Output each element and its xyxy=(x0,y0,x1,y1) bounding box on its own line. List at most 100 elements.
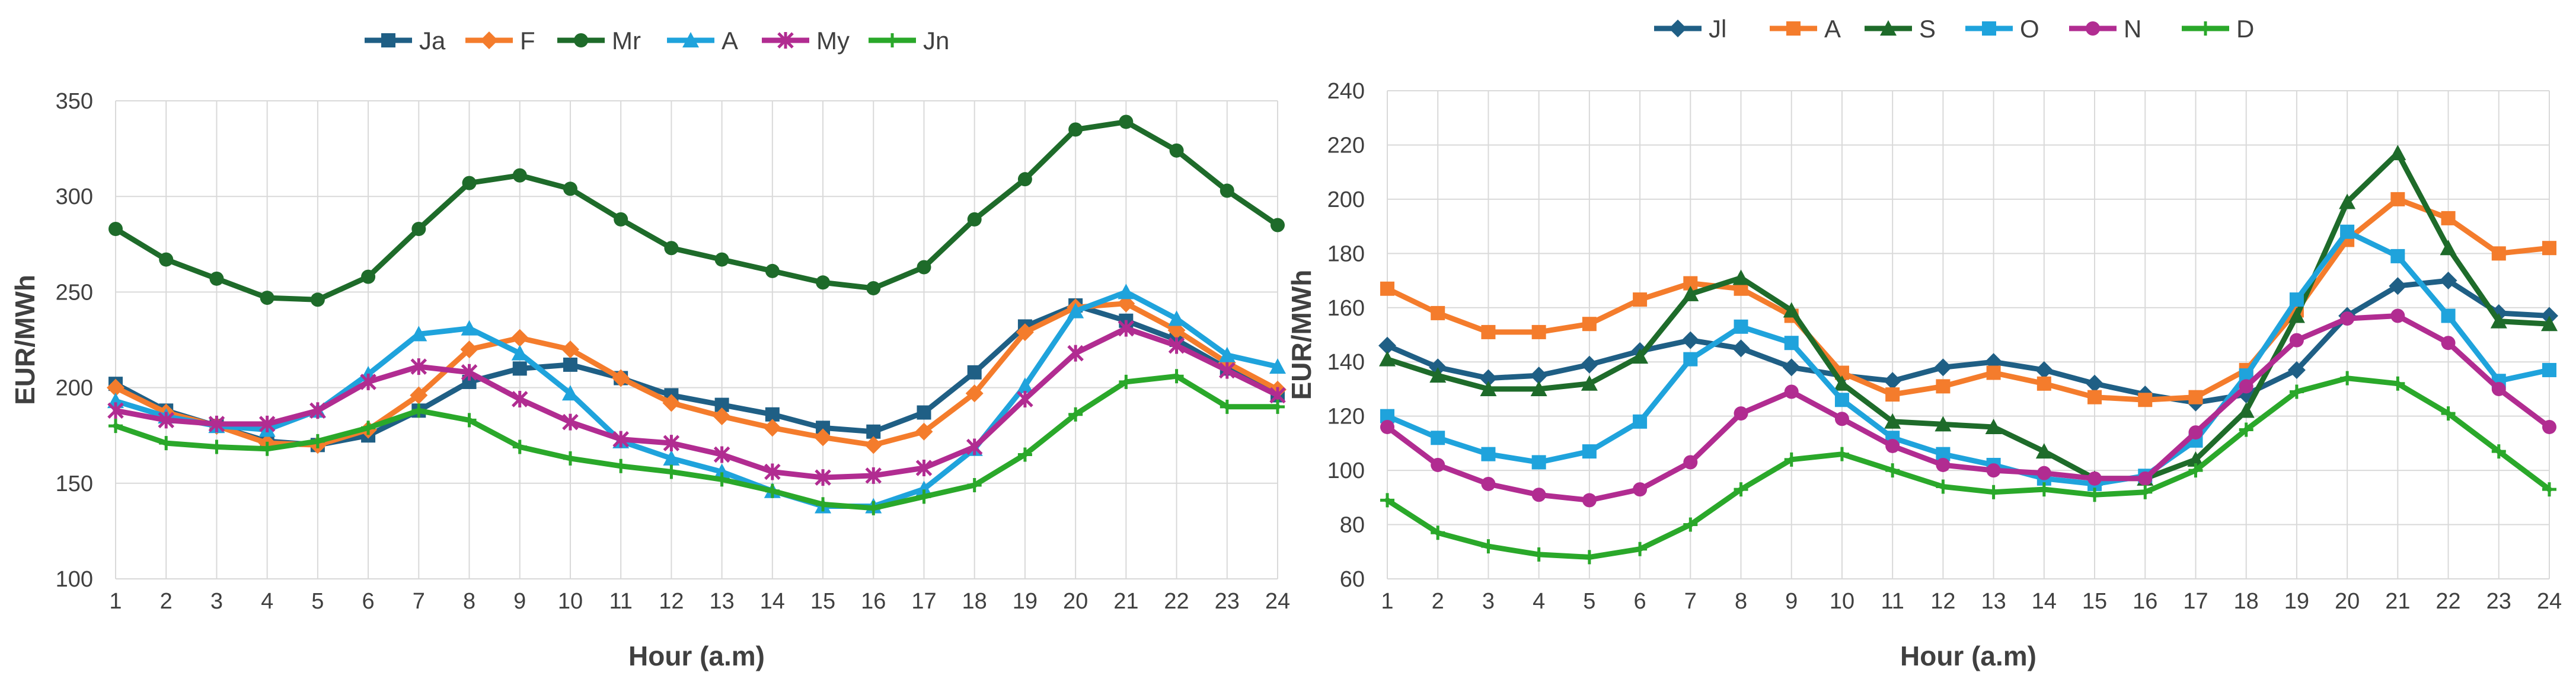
data-point xyxy=(1269,358,1286,374)
data-point xyxy=(1067,302,1084,318)
x-tick-label: 3 xyxy=(210,589,223,614)
data-point xyxy=(1119,114,1134,129)
data-point xyxy=(915,422,933,441)
data-point xyxy=(2339,193,2356,209)
data-point xyxy=(1016,377,1033,393)
series-line xyxy=(113,373,1281,511)
data-point xyxy=(714,252,729,267)
data-point xyxy=(1784,452,1799,467)
y-tick-label: 220 xyxy=(1327,133,1365,158)
data-point xyxy=(411,222,426,237)
y-tick-label: 250 xyxy=(56,280,93,305)
x-tick-label: 18 xyxy=(2234,589,2259,614)
x-tick-label: 13 xyxy=(1981,589,2006,614)
data-point xyxy=(107,393,124,409)
legend-label: Ja xyxy=(419,27,446,55)
data-point xyxy=(511,345,528,361)
data-point xyxy=(1734,482,1748,497)
data-point xyxy=(1219,362,1236,379)
data-point xyxy=(1580,355,1598,374)
data-point xyxy=(1582,550,1597,565)
data-point xyxy=(966,438,983,456)
series-ja xyxy=(108,298,1285,453)
legend-item: Mr xyxy=(557,27,641,55)
x-tick-label: 16 xyxy=(861,589,886,614)
x-tick-label: 10 xyxy=(1830,589,1854,614)
legend-item: S xyxy=(1865,15,1936,43)
data-point xyxy=(2188,463,2203,478)
data-point xyxy=(917,260,931,275)
data-point xyxy=(2390,376,2405,391)
data-point xyxy=(108,222,123,237)
data-point xyxy=(866,281,881,295)
series-jl xyxy=(1378,272,2558,412)
data-point xyxy=(2390,192,2405,206)
data-point xyxy=(1582,493,1597,508)
legend-item: Ja xyxy=(365,27,446,55)
data-point xyxy=(2237,402,2255,418)
data-point xyxy=(1633,482,1648,497)
data-point xyxy=(107,402,124,419)
legend-marker xyxy=(777,32,794,49)
y-tick-label: 140 xyxy=(1327,350,1365,375)
data-point xyxy=(1683,517,1698,532)
data-point xyxy=(2441,406,2456,421)
legend-label: Mr xyxy=(612,27,641,55)
data-point xyxy=(1169,143,1184,158)
x-tick-label: 24 xyxy=(2537,589,2562,614)
data-point xyxy=(1220,399,1234,414)
legend-marker xyxy=(480,31,498,49)
data-point xyxy=(1016,323,1034,342)
data-point xyxy=(2439,272,2457,290)
data-point xyxy=(512,361,527,376)
data-point xyxy=(1118,284,1135,300)
data-point xyxy=(361,269,376,284)
data-point xyxy=(1168,310,1185,326)
data-point xyxy=(563,357,577,372)
y-tick-label: 300 xyxy=(56,184,93,209)
data-point xyxy=(2188,425,2203,440)
data-point xyxy=(2441,211,2456,225)
data-point xyxy=(1068,122,1083,137)
legend-item: N xyxy=(2069,15,2141,43)
data-point xyxy=(1531,455,1546,470)
data-point xyxy=(713,446,730,463)
data-point xyxy=(1531,547,1546,562)
legend-item: F xyxy=(465,27,535,55)
data-point xyxy=(2138,485,2153,499)
x-tick-label: 13 xyxy=(709,589,734,614)
data-point xyxy=(1633,292,1648,307)
data-point xyxy=(462,176,477,190)
series-jn xyxy=(108,369,1285,515)
data-point xyxy=(1935,416,1952,432)
data-point xyxy=(1378,336,1396,355)
legend-item: O xyxy=(1965,15,2039,43)
x-tick-label: 1 xyxy=(109,589,122,614)
data-point xyxy=(967,365,982,380)
data-point xyxy=(209,439,224,454)
data-point xyxy=(1784,336,1799,351)
data-point xyxy=(917,405,931,420)
data-point xyxy=(108,419,123,434)
data-point xyxy=(2542,241,2556,256)
x-tick-label: 4 xyxy=(1533,589,1545,614)
x-tick-label: 14 xyxy=(760,589,785,614)
legend-item: Jn xyxy=(869,27,949,55)
data-point xyxy=(763,419,781,437)
data-point xyxy=(258,415,276,432)
x-tick-label: 4 xyxy=(261,589,273,614)
data-point xyxy=(917,489,931,504)
data-point xyxy=(1481,447,1496,461)
data-point xyxy=(1479,369,1498,387)
data-point xyxy=(159,436,174,451)
data-point xyxy=(1581,375,1598,391)
data-point xyxy=(713,463,730,479)
data-point xyxy=(1936,479,1951,494)
legend-label: Jl xyxy=(1709,15,1726,43)
data-point xyxy=(1885,387,1900,402)
data-point xyxy=(2087,488,2102,502)
x-tick-label: 23 xyxy=(2486,589,2511,614)
data-point xyxy=(511,390,528,407)
data-point xyxy=(1582,444,1597,459)
